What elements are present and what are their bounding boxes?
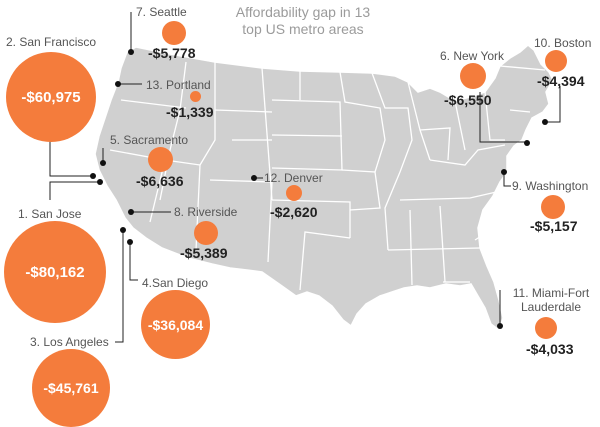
washington-value: -$5,157 [530,218,578,234]
riverside-bubble [194,221,218,245]
san-diego-leader [129,242,138,281]
san-jose-dot [97,179,103,185]
miami-label: 11. Miami-Fort Lauderdale [504,286,598,314]
san-diego-bubble: -$36,084 [141,290,210,359]
boston-value: -$4,394 [537,73,585,89]
sacramento-bubble [148,147,173,172]
seattle-dot [128,49,134,55]
seattle-bubble [162,21,186,45]
los-angeles-dot [120,227,126,233]
miami-dot [497,323,503,329]
portland-value: -$1,339 [166,104,214,120]
san-jose-label: 1. San Jose [18,207,82,221]
new-york-bubble [460,63,486,89]
miami-label-line-2: Lauderdale [520,300,582,314]
los-angeles-leader [115,230,124,343]
san-francisco-bubble: -$60,975 [6,52,96,142]
denver-label: 12. Denver [264,171,323,185]
seattle-label: 7. Seattle [136,5,187,19]
san-jose-leader [49,181,100,200]
riverside-value: -$5,389 [180,245,228,261]
new-york-value: -$6,550 [444,92,492,108]
riverside-label: 8. Riverside [174,205,238,219]
sacramento-dot [100,160,106,166]
los-angeles-label: 3. Los Angeles [30,335,109,349]
boston-dot [542,119,548,125]
boston-label: 10. Boston [534,36,592,50]
san-diego-dot [127,239,133,245]
denver-dot [251,175,257,181]
washington-label: 9. Washington [512,179,589,193]
boston-bubble [545,50,567,72]
miami-value: -$4,033 [526,341,574,357]
denver-value: -$2,620 [270,204,318,220]
title-line-2: top US metro areas [242,21,364,37]
new-york-label: 6. New York [440,49,505,63]
sacramento-value: -$6,636 [136,173,184,189]
boston-leader [545,86,561,123]
washington-bubble [541,195,565,219]
los-angeles-bubble: -$45,761 [32,349,110,427]
washington-leader [503,172,511,187]
denver-bubble [286,185,302,201]
miami-label-line-1: 11. Miami-Fort [512,286,590,300]
san-jose-bubble: -$80,162 [4,221,106,323]
new-york-leader [479,92,526,143]
chart-title: Affordability gap in 13 top US metro are… [218,4,388,38]
us-landmass [94,44,554,332]
san-francisco-dot [90,173,96,179]
san-francisco-label: 2. San Francisco [6,35,97,49]
sacramento-label: 5. Sacramento [110,133,189,147]
seattle-value: -$5,778 [148,45,196,61]
miami-bubble [535,317,557,339]
san-francisco-leader [49,140,93,177]
portland-label: 13. Portland [146,78,211,92]
new-york-dot [524,140,530,146]
portland-bubble [190,91,201,102]
portland-dot [115,81,121,87]
san-diego-label: 4.San Diego [142,276,209,290]
washington-dot [501,169,507,175]
title-line-1: Affordability gap in 13 [235,4,371,20]
riverside-dot [128,209,134,215]
